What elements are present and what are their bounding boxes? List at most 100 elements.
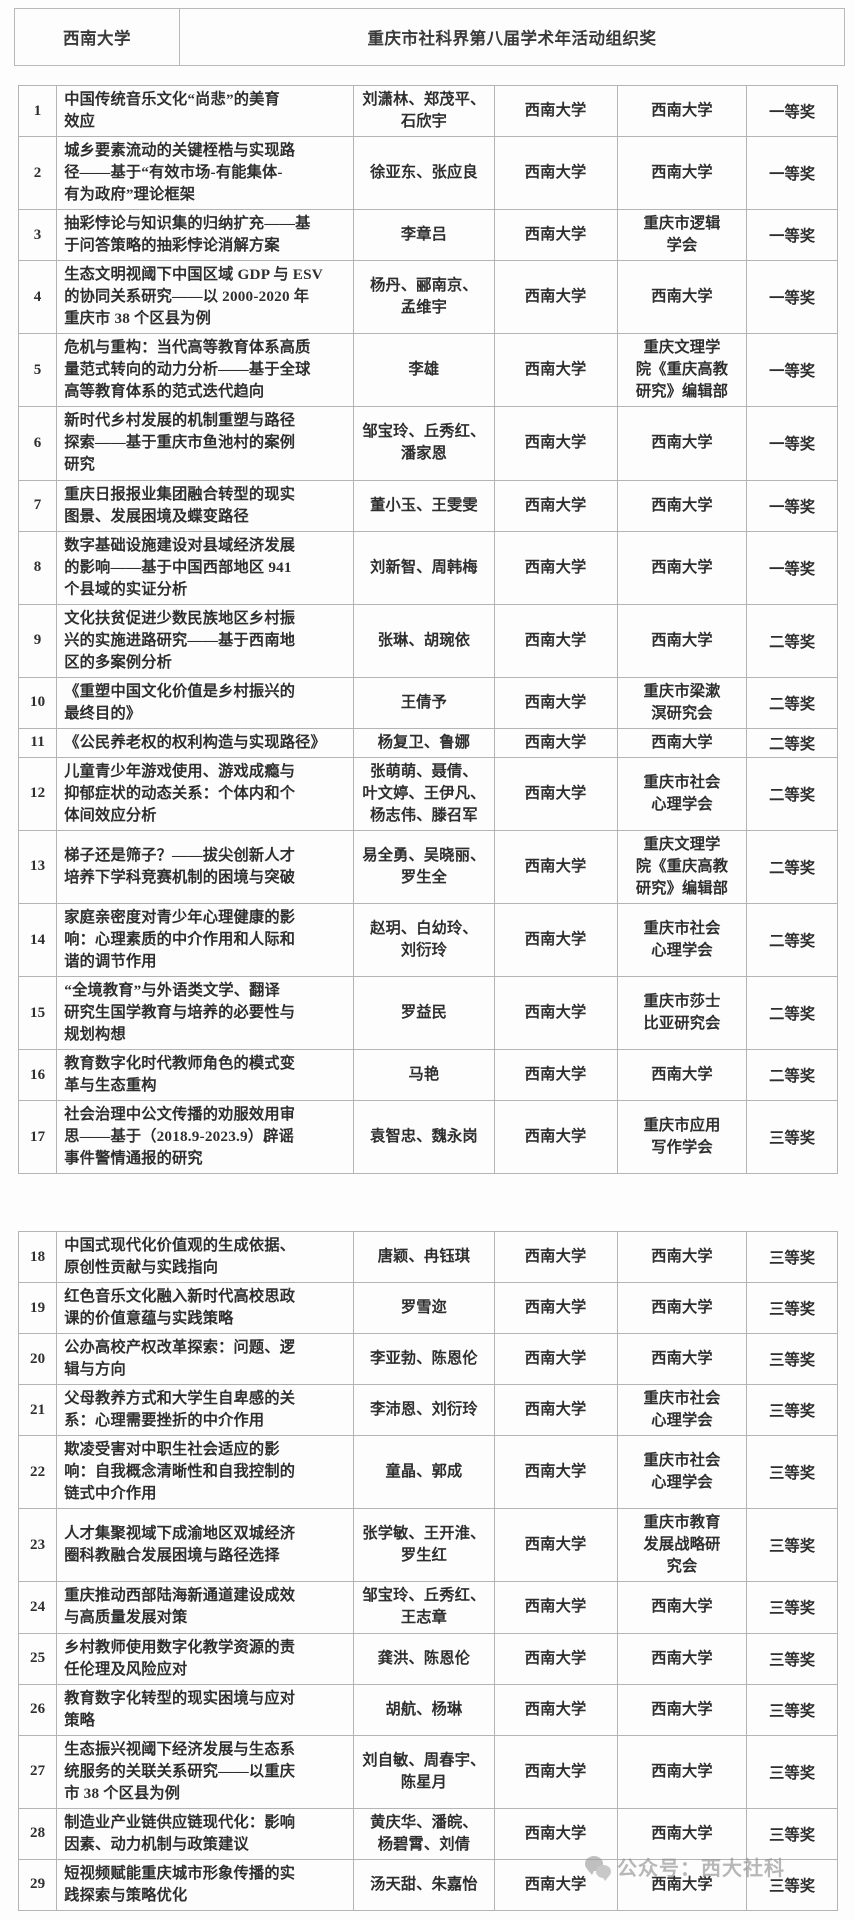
cell-authors: 赵玥、白幼玲、 刘衍玲 [353,903,495,978]
cell-declare-unit: 西南大学 [493,1282,618,1335]
cell-no: 28 [17,1807,58,1860]
cell-authors: 罗益民 [353,976,495,1051]
cell-declare-unit: 西南大学 [493,1807,618,1860]
cell-title: 梯子还是筛子？——拔尖创新人才 培养下学科竞赛机制的困境与突破 [56,829,355,905]
cell-award-level: 三等奖 [746,1435,838,1510]
cell-declare-unit: 西南大学 [493,530,618,605]
cell-title: 城乡要素流动的关键桎梏与实现路 径——基于“有效市场-有能集体- 有为政府”理论框架 [56,136,355,211]
table-row: 10 《重塑中国文化价值是乡村振兴的 最终目的》 王倩予 西南大学 重庆市梁漱 溟研究会 二等… [17,676,838,729]
cell-no: 16 [17,1049,58,1102]
cell-award-level: 三等奖 [746,1683,838,1736]
cell-declare-unit: 西南大学 [493,903,618,978]
cell-no: 1 [17,84,58,138]
cell-award-level: 二等奖 [746,1049,838,1102]
header-award-title: 重庆市社科界第八届学术年活动组织奖 [179,8,845,66]
cell-declare-unit: 西南大学 [493,406,618,481]
cell-no: 25 [17,1632,58,1685]
table-row: 4 生态文明视阈下中国区域 GDP 与 ESV 的协同关系研究——以 2000-20… [17,260,838,335]
cell-no: 22 [17,1435,58,1510]
cell-authors: 张琳、胡琬依 [353,603,495,678]
cell-no: 15 [17,976,58,1051]
cell-no: 3 [17,209,58,262]
table-row: 9 文化扶贫促进少数民族地区乡村振 兴的实施进路研究——基于西南地 区的多案例分析 张琳… [17,603,838,678]
table-row: 2 城乡要素流动的关键桎梏与实现路 径——基于“有效市场-有能集体- 有为政府”理论框… [17,136,838,211]
cell-recommend-unit: 重庆市社会 心理学会 [616,1384,748,1437]
table-row: 26 教育数字化转型的现实困境与应对 策略 胡航、杨琳 西南大学 西南大学 三等奖 [17,1683,838,1736]
cell-title: 家庭亲密度对青少年心理健康的影 响：心理素质的中介作用和人际和 谐的调节作用 [56,903,355,978]
cell-declare-unit: 西南大学 [493,84,618,138]
table-row: 18 中国式现代化价值观的生成依据、 原创性贡献与实践指向 唐颖、冉钰琪 西南大学 西南大… [17,1230,838,1284]
cell-authors: 王倩予 [353,676,495,729]
cell-authors: 胡航、杨琳 [353,1683,495,1736]
cell-no: 21 [17,1384,58,1437]
cell-no: 6 [17,406,58,481]
cell-title: 数字基础设施建设对县域经济发展 的影响——基于中国西部地区 941 个县域的实证分析 [56,530,355,605]
table-row: 29 短视频赋能重庆城市形象传播的实 践探索与策略优化 汤天甜、朱嘉怡 西南大学 西南大学… [17,1858,838,1911]
cell-title: 重庆日报报业集团融合转型的现实 图景、发展困境及蝶变路径 [56,479,355,532]
cell-declare-unit: 西南大学 [493,727,618,758]
cell-recommend-unit: 重庆文理学 院《重庆高教 研究》编辑部 [616,333,748,408]
table-row: 24 重庆推动西部陆海新通道建设成效 与高质量发展对策 邹宝玲、丘秀红、 王志章 西南大学… [17,1581,838,1634]
table-row: 19 红色音乐文化融入新时代高校思政 课的价值意蕴与实践策略 罗雪迩 西南大学 西南大学三… [17,1282,838,1335]
cell-authors: 李雄 [353,333,495,408]
cell-declare-unit: 西南大学 [493,756,618,831]
cell-declare-unit: 西南大学 [493,603,618,678]
cell-award-level: 二等奖 [746,603,838,678]
cell-title: 欺凌受害对中职生社会适应的影 响：自我概念清晰性和自我控制的 链式中介作用 [56,1435,355,1510]
cell-authors: 董小玉、王雯雯 [353,479,495,532]
cell-award-level: 三等奖 [746,1100,838,1175]
cell-title: 社会治理中公文传播的劝服效用审 思——基于（2018.9-2023.9）辟谣 事件警… [56,1100,355,1175]
cell-recommend-unit: 重庆市社会 心理学会 [616,903,748,978]
table-row: 22 欺凌受害对中职生社会适应的影 响：自我概念清晰性和自我控制的 链式中介作用 童晶、… [17,1435,838,1510]
header-table: 西南大学 重庆市社科界第八届学术年活动组织奖 [14,8,845,66]
cell-recommend-unit: 重庆市教育 发展战略研 究会 [616,1508,748,1583]
cell-award-level: 三等奖 [746,1230,838,1284]
cell-recommend-unit: 重庆文理学 院《重庆高教 研究》编辑部 [616,829,748,905]
cell-award-level: 二等奖 [746,727,838,758]
table-row: 27 生态振兴视阈下经济发展与生态系 统服务的关联关系研究——以重庆市 38 个区县… [17,1734,838,1809]
cell-award-level: 二等奖 [746,676,838,729]
cell-authors: 易全勇、吴晓丽、 罗生全 [353,829,495,905]
cell-declare-unit: 西南大学 [493,136,618,211]
award-table-body: 18 中国式现代化价值观的生成依据、 原创性贡献与实践指向 唐颖、冉钰琪 西南大学 西南大… [17,1230,838,1911]
cell-no: 11 [17,727,58,758]
cell-authors: 龚洪、陈恩伦 [353,1632,495,1685]
cell-title: 中国式现代化价值观的生成依据、 原创性贡献与实践指向 [56,1230,355,1284]
cell-recommend-unit: 西南大学 [616,1333,748,1386]
cell-recommend-unit: 重庆市社会 心理学会 [616,1435,748,1510]
cell-no: 27 [17,1734,58,1809]
table-row: 13 梯子还是筛子？——拔尖创新人才 培养下学科竞赛机制的困境与突破 易全勇、吴晓丽、… [17,829,838,905]
cell-title: 《重塑中国文化价值是乡村振兴的 最终目的》 [56,676,355,729]
cell-recommend-unit: 西南大学 [616,406,748,481]
cell-no: 4 [17,260,58,335]
cell-recommend-unit: 西南大学 [616,479,748,532]
cell-declare-unit: 西南大学 [493,1435,618,1510]
cell-authors: 李亚勃、陈恩伦 [353,1333,495,1386]
table-row: 12 儿童青少年游戏使用、游戏成瘾与 抑郁症状的动态关系：个体内和个 体间效应分析 张萌… [17,756,838,831]
cell-award-level: 二等奖 [746,829,838,905]
award-table-part-2: 18 中国式现代化价值观的生成依据、 原创性贡献与实践指向 唐颖、冉钰琪 西南大学 西南大… [17,1230,838,1911]
cell-authors: 童晶、郭成 [353,1435,495,1510]
table-row: 25 乡村教师使用数字化教学资源的责 任伦理及风险应对 龚洪、陈恩伦 西南大学 西南大学三… [17,1632,838,1685]
cell-award-level: 一等奖 [746,333,838,408]
cell-title: 《公民养老权的权利构造与实现路径》 [56,727,355,758]
cell-declare-unit: 西南大学 [493,1683,618,1736]
cell-declare-unit: 西南大学 [493,260,618,335]
cell-title: 教育数字化转型的现实困境与应对 策略 [56,1683,355,1736]
award-table-part-1: 1 中国传统音乐文化“尚悲”的美育 效应 刘潇林、郑茂平、 石欣宇 西南大学 西南大学 一等奖… [17,84,838,1175]
table-row: 23 人才集聚视域下成渝地区双城经济 圈科教融合发展困境与路径选择 张学敏、王开淮、罗… [17,1508,838,1583]
cell-award-level: 一等奖 [746,479,838,532]
cell-no: 5 [17,333,58,408]
cell-award-level: 二等奖 [746,903,838,978]
cell-title: 儿童青少年游戏使用、游戏成瘾与 抑郁症状的动态关系：个体内和个 体间效应分析 [56,756,355,831]
cell-title: 短视频赋能重庆城市形象传播的实 践探索与策略优化 [56,1858,355,1911]
cell-declare-unit: 西南大学 [493,976,618,1051]
cell-title: 危机与重构：当代高等教育体系高质 量范式转向的动力分析——基于全球 高等教育体系的范… [56,333,355,408]
cell-title: 红色音乐文化融入新时代高校思政 课的价值意蕴与实践策略 [56,1282,355,1335]
cell-award-level: 一等奖 [746,530,838,605]
table-row: 21 父母教养方式和大学生自卑感的关 系：心理需要挫折的中介作用 李沛恩、刘衍玲 西南大… [17,1384,838,1437]
cell-no: 20 [17,1333,58,1386]
cell-award-level: 一等奖 [746,260,838,335]
cell-declare-unit: 西南大学 [493,1632,618,1685]
cell-recommend-unit: 西南大学 [616,84,748,138]
